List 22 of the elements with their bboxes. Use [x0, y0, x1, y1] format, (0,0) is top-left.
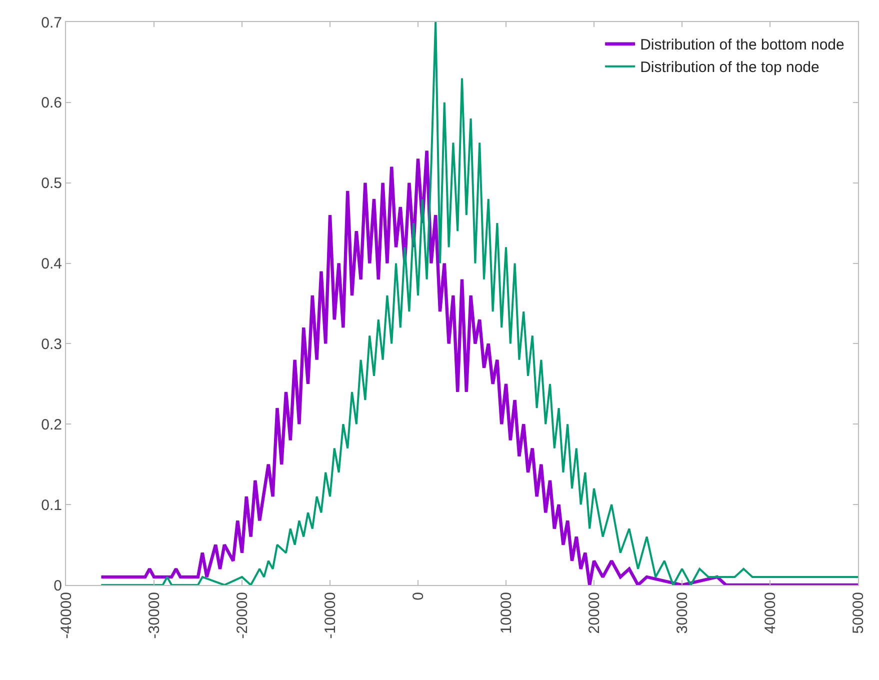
x-tick-label: 0 — [410, 592, 427, 600]
line-series — [100, 22, 858, 585]
x-tick-label: -10000 — [322, 592, 339, 639]
y-tick-label: 0.6 — [41, 94, 62, 112]
x-tick-label: -40000 — [58, 592, 75, 639]
y-tick-label: 0.4 — [41, 256, 62, 273]
x-tick-label: -20000 — [234, 592, 251, 639]
y-tick-label: 0.7 — [41, 14, 62, 32]
legend-label: Distribution of the top node — [640, 59, 820, 76]
y-tick-label: 0 — [54, 577, 62, 594]
x-tick-label: -30000 — [146, 592, 163, 639]
line-series — [100, 149, 858, 585]
y-tick-label: 0.3 — [41, 336, 62, 353]
legend-label: Distribution of the bottom node — [640, 36, 844, 54]
y-tick-label: 0.5 — [41, 175, 62, 192]
x-tick-label: 40000 — [762, 592, 779, 634]
x-tick-label: 30000 — [674, 592, 691, 634]
y-tick-label: 0.2 — [41, 416, 62, 434]
x-tick-label: 10000 — [498, 592, 515, 634]
x-tick-label: 50000 — [850, 592, 867, 634]
y-tick-label: 0.1 — [41, 496, 62, 514]
x-tick-label: 20000 — [586, 592, 603, 634]
